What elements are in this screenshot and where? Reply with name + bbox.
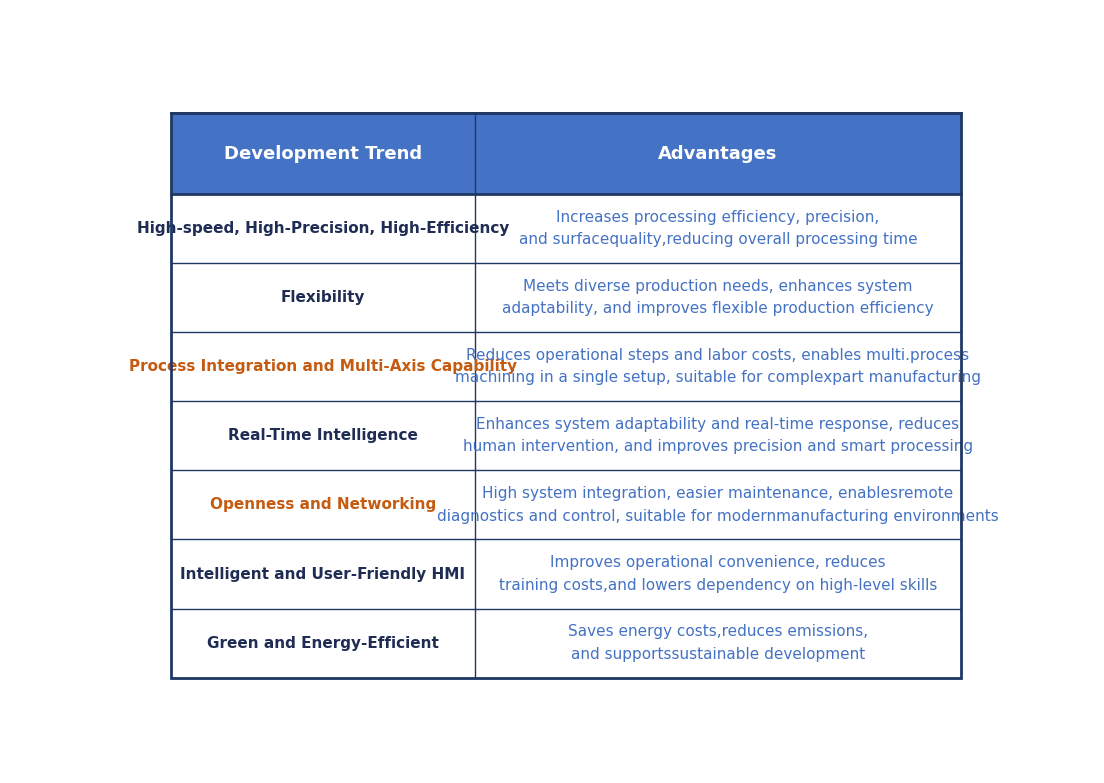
- Text: Flexibility: Flexibility: [280, 290, 365, 305]
- Bar: [170, 263, 962, 332]
- Bar: [170, 194, 962, 263]
- Text: Increases processing efficiency, precision,
and surfacequality,reducing overall : Increases processing efficiency, precisi…: [519, 210, 917, 247]
- Bar: [170, 114, 962, 194]
- Text: Enhances system adaptability and real-time response, reduces
human intervention,: Enhances system adaptability and real-ti…: [463, 417, 973, 454]
- Bar: [170, 471, 962, 539]
- Text: Process Integration and Multi-Axis Capability: Process Integration and Multi-Axis Capab…: [129, 359, 517, 374]
- Text: Saves energy costs,reduces emissions,
and supportssustainable development: Saves energy costs,reduces emissions, an…: [567, 625, 868, 662]
- Bar: [170, 332, 962, 402]
- Text: Openness and Networking: Openness and Networking: [210, 497, 436, 512]
- Bar: [170, 539, 962, 608]
- Text: Intelligent and User-Friendly HMI: Intelligent and User-Friendly HMI: [180, 566, 465, 582]
- Text: Advantages: Advantages: [658, 145, 777, 163]
- Text: Improves operational convenience, reduces
training costs,and lowers dependency o: Improves operational convenience, reduce…: [499, 555, 937, 593]
- Bar: [170, 608, 962, 677]
- Text: Development Trend: Development Trend: [224, 145, 422, 163]
- Text: High system integration, easier maintenance, enablesremote
diagnostics and contr: High system integration, easier maintena…: [437, 486, 999, 524]
- Text: Reduces operational steps and labor costs, enables multi.process
machining in a : Reduces operational steps and labor cost…: [455, 348, 981, 385]
- Text: Green and Energy-Efficient: Green and Energy-Efficient: [206, 636, 438, 651]
- Bar: [170, 402, 962, 471]
- Text: Meets diverse production needs, enhances system
adaptability, and improves flexi: Meets diverse production needs, enhances…: [502, 279, 934, 316]
- Text: High-speed, High-Precision, High-Efficiency: High-speed, High-Precision, High-Efficie…: [137, 221, 509, 236]
- Text: Real-Time Intelligence: Real-Time Intelligence: [227, 428, 417, 443]
